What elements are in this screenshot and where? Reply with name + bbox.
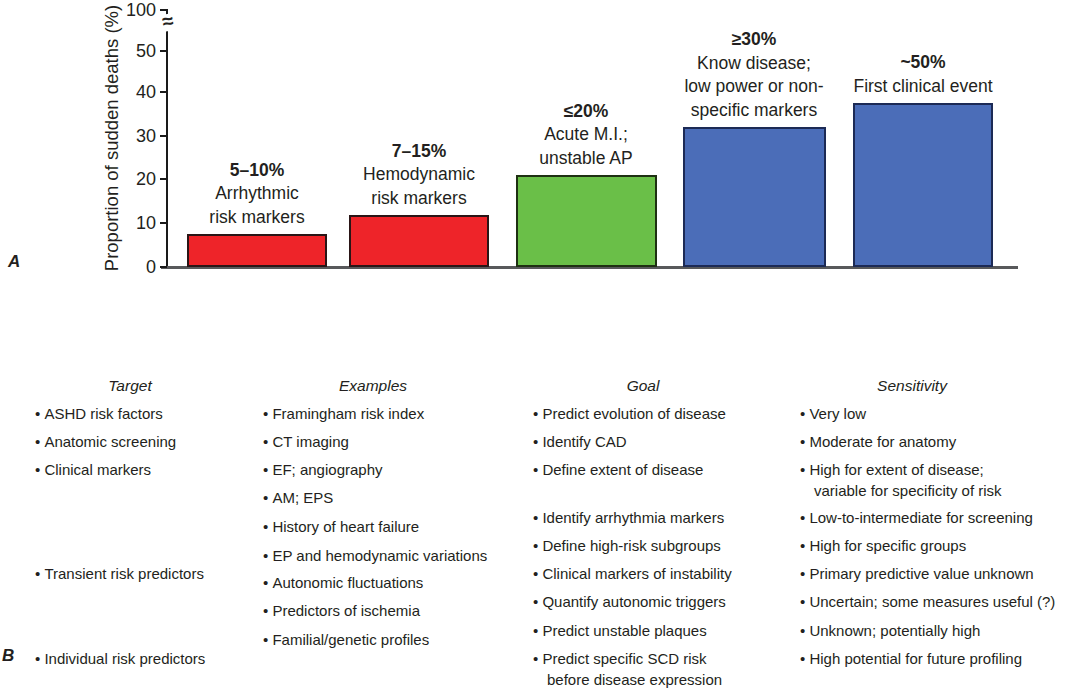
table-item: Framingham risk index (263, 403, 572, 424)
table-item: Clinical markers of instability (533, 563, 807, 584)
table-item: Low-to-intermediate for screening (800, 507, 1085, 528)
bar (187, 234, 327, 267)
table-item: Unknown; potentially high (800, 620, 1085, 641)
axis-break-icon: ≈ (155, 12, 182, 33)
table-item: High for specific groups (800, 535, 1085, 556)
table-item: Predictors of ischemia (263, 600, 572, 621)
table-item: Define high-risk subgroups (533, 535, 807, 556)
bar-chart: Proportion of sudden deaths (%) ≈ 100504… (0, 0, 1085, 300)
table-item: Clinical markers (35, 459, 284, 480)
y-axis-line (166, 30, 168, 268)
figure: Proportion of sudden deaths (%) ≈ 100504… (0, 0, 1085, 688)
y-tick (160, 91, 167, 93)
column-header-sensitivity: Sensitivity (800, 376, 1024, 395)
y-tick (160, 9, 167, 11)
bar (516, 175, 657, 267)
table-item: High potential for future profiling (800, 648, 1085, 669)
y-tick (160, 266, 167, 268)
column-header-examples: Examples (263, 376, 483, 395)
y-tick-label: 0 (96, 256, 156, 278)
column-header-goal: Goal (533, 376, 753, 395)
table-item: History of heart failure (263, 516, 572, 537)
table-item: EF; angiography (263, 459, 572, 480)
table-item: Uncertain; some measures useful (?) (800, 591, 1085, 612)
table-item: Quantify autonomic triggers (533, 591, 807, 612)
table-item: Predict specific SCD risk before disease… (533, 648, 807, 688)
y-tick-label: 40 (96, 81, 156, 103)
column-header-target: Target (35, 376, 225, 395)
bar (853, 103, 993, 267)
table-item: Predict evolution of disease (533, 403, 807, 424)
bar-label: ~50%First clinical event (808, 51, 1038, 98)
table-item: High for extent of disease; variable for… (800, 459, 1085, 501)
y-tick (160, 50, 167, 52)
panel-a-label: A (8, 252, 20, 272)
table-item: Define extent of disease (533, 459, 807, 480)
table-item: EP and hemodynamic variations (263, 545, 572, 566)
panel-b-label: B (2, 646, 14, 666)
table-item: Individual risk predictors (35, 648, 284, 669)
table-item: Identify arrhythmia markers (533, 507, 807, 528)
table-item: Familial/genetic profiles (263, 629, 572, 650)
table-item: Autonomic fluctuations (263, 572, 572, 593)
y-tick-label: 50 (96, 40, 156, 62)
bar (349, 215, 489, 267)
table-item: AM; EPS (263, 487, 572, 508)
table-item: ASHD risk factors (35, 403, 284, 424)
table-item: Moderate for anatomy (800, 431, 1085, 452)
table-item: Identify CAD (533, 431, 807, 452)
table-item: CT imaging (263, 431, 572, 452)
table-item: Primary predictive value unknown (800, 563, 1085, 584)
table-item: Anatomic screening (35, 431, 284, 452)
y-tick-label: 30 (96, 125, 156, 147)
bar (683, 127, 826, 267)
y-tick (160, 135, 167, 137)
table-item: Very low (800, 403, 1085, 424)
table-item: Transient risk predictors (35, 563, 284, 584)
y-tick-label: 100 (96, 0, 156, 21)
table-item: Predict unstable plaques (533, 620, 807, 641)
